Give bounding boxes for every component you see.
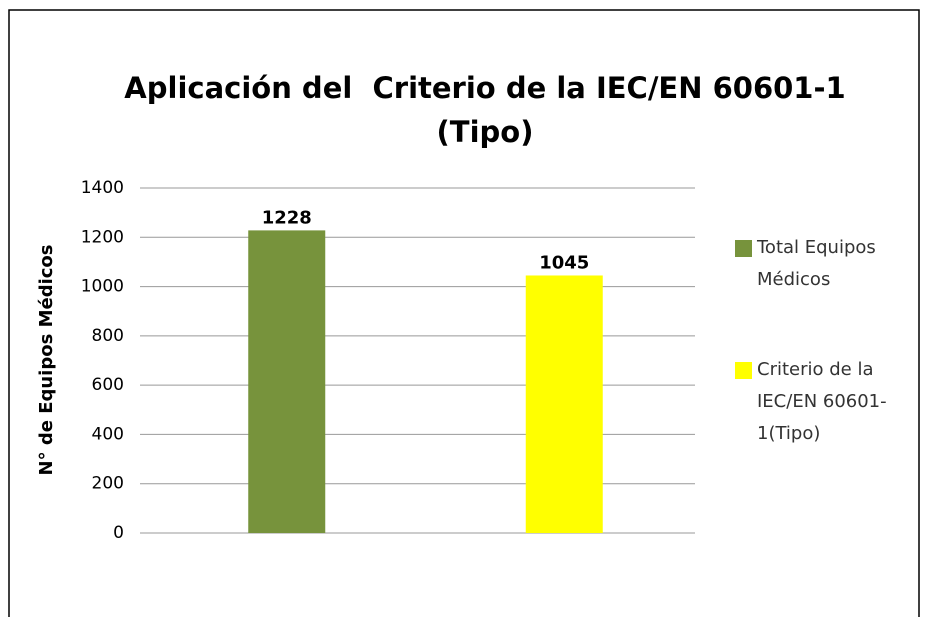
y-tick-label: 800 (92, 326, 124, 346)
y-tick-label: 600 (92, 375, 124, 395)
legend-item: Total Equipos Médicos (735, 232, 925, 296)
legend-item: Criterio de la IEC/EN 60601-1(Tipo) (735, 354, 925, 450)
data-label: 1045 (539, 252, 589, 273)
bar (248, 230, 326, 533)
legend-swatch (735, 240, 752, 257)
legend-label: Criterio de la IEC/EN 60601-1(Tipo) (757, 359, 887, 444)
legend-swatch (735, 362, 752, 379)
y-tick-label: 1200 (81, 227, 124, 247)
bar (525, 275, 603, 533)
chart-title: Aplicación del Criterio de la IEC/EN 606… (124, 71, 856, 149)
y-axis-label: N° de Equipos Médicos (36, 244, 57, 475)
y-tick-label: 400 (92, 424, 124, 444)
chart-border (8, 9, 920, 617)
data-label: 1228 (262, 207, 312, 228)
y-tick-label: 1000 (81, 277, 124, 297)
y-tick-label: 200 (92, 474, 124, 494)
legend-label: Total Equipos Médicos (757, 237, 876, 290)
y-tick-label: 1400 (81, 178, 124, 198)
y-tick-label: 0 (113, 523, 124, 543)
